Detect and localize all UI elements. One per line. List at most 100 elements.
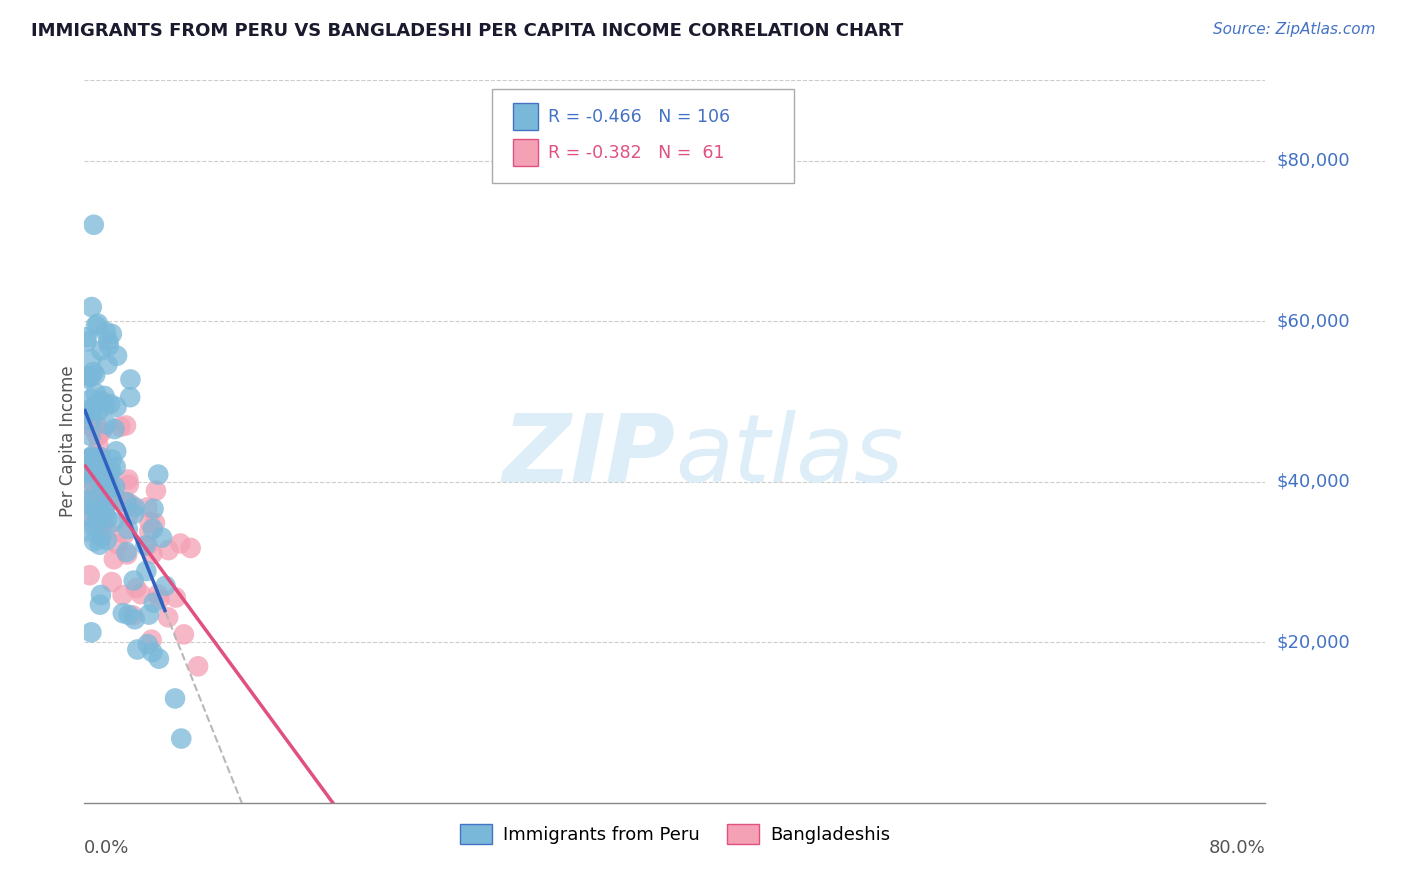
Point: [87, 449, 110, 463]
Point: [117, 509, 139, 524]
Point: [79, 497, 101, 511]
Point: [129, 587, 152, 601]
Point: [150, 531, 173, 545]
Point: [101, 326, 124, 341]
Point: [96, 417, 118, 432]
Point: [98, 465, 121, 479]
Point: [120, 497, 142, 511]
Point: [86, 519, 108, 533]
Point: [83, 519, 105, 533]
Point: [115, 495, 138, 509]
Point: [94, 507, 117, 521]
Point: [148, 592, 170, 607]
Point: [94, 325, 117, 339]
Point: [97, 477, 120, 491]
Point: [122, 507, 145, 521]
Point: [83, 218, 105, 232]
Point: [97, 492, 120, 507]
Point: [79, 458, 101, 472]
Point: [90, 450, 112, 465]
Point: [187, 659, 209, 673]
Point: [75, 508, 97, 523]
Point: [89, 450, 111, 464]
Point: [79, 413, 101, 427]
Point: [89, 487, 111, 501]
Point: [104, 459, 127, 474]
Point: [105, 349, 128, 363]
Point: [107, 537, 129, 551]
Point: [77, 464, 100, 478]
Point: [80, 625, 103, 640]
Point: [83, 401, 105, 416]
Point: [96, 358, 118, 372]
Point: [180, 541, 202, 555]
Point: [135, 564, 157, 578]
Text: $60,000: $60,000: [1277, 312, 1350, 330]
Point: [79, 493, 101, 508]
Point: [82, 509, 104, 524]
Point: [84, 452, 107, 467]
Point: [86, 418, 108, 433]
Point: [98, 397, 121, 411]
Text: $80,000: $80,000: [1277, 152, 1350, 169]
Point: [94, 398, 117, 412]
Point: [155, 579, 177, 593]
Point: [117, 607, 139, 622]
Point: [90, 530, 112, 544]
Point: [115, 418, 138, 433]
Text: atlas: atlas: [675, 410, 903, 501]
Point: [87, 475, 110, 490]
Point: [80, 392, 103, 406]
Point: [110, 419, 132, 434]
Point: [138, 607, 160, 622]
Legend: Immigrants from Peru, Bangladeshis: Immigrants from Peru, Bangladeshis: [453, 817, 897, 852]
Point: [96, 533, 118, 548]
Point: [148, 651, 170, 665]
Point: [79, 418, 101, 433]
Point: [87, 317, 110, 331]
Point: [76, 470, 98, 484]
Point: [142, 522, 165, 536]
Point: [105, 400, 128, 414]
Point: [76, 407, 98, 421]
Point: [124, 612, 146, 626]
Point: [80, 450, 103, 465]
Point: [118, 477, 141, 491]
Point: [138, 524, 160, 539]
Point: [86, 489, 108, 503]
Point: [80, 369, 103, 384]
Point: [84, 386, 107, 401]
Point: [84, 397, 107, 411]
Point: [101, 452, 124, 467]
Point: [82, 365, 104, 379]
Point: [120, 372, 142, 386]
Point: [93, 500, 115, 515]
Text: R = -0.382   N =  61: R = -0.382 N = 61: [548, 144, 725, 161]
Point: [80, 449, 103, 463]
Text: Source: ZipAtlas.com: Source: ZipAtlas.com: [1212, 22, 1375, 37]
Point: [91, 468, 114, 483]
Point: [157, 543, 180, 558]
Point: [79, 477, 101, 491]
Point: [80, 352, 103, 367]
Point: [80, 474, 103, 488]
Point: [117, 473, 139, 487]
Point: [115, 548, 138, 562]
Point: [105, 492, 128, 507]
Point: [80, 401, 103, 416]
Y-axis label: Per Capita Income: Per Capita Income: [59, 366, 77, 517]
Point: [84, 318, 107, 333]
Point: [96, 511, 118, 525]
Point: [90, 394, 112, 409]
Point: [104, 480, 127, 494]
Point: [87, 439, 110, 453]
Point: [141, 645, 163, 659]
Point: [103, 422, 125, 436]
Point: [86, 513, 108, 527]
Point: [114, 527, 136, 541]
Point: [165, 591, 187, 605]
Point: [136, 539, 159, 553]
Point: [105, 444, 128, 458]
Point: [93, 389, 115, 403]
Text: R = -0.466   N = 106: R = -0.466 N = 106: [548, 108, 731, 126]
